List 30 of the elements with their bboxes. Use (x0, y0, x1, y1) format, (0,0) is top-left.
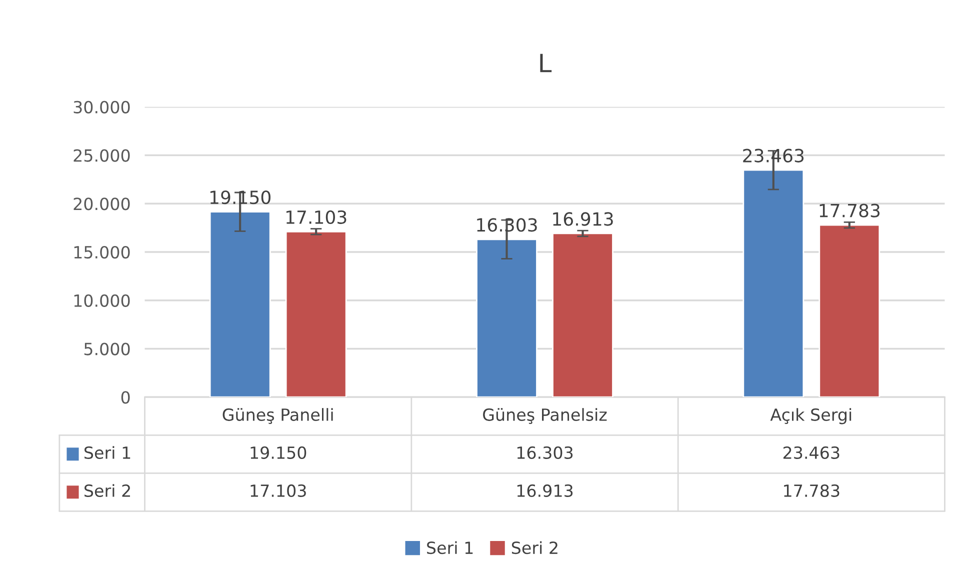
chart-title: L (540, 54, 552, 72)
bar (476, 238, 538, 398)
data-label: 17.783 (784, 484, 840, 498)
y-tick-label: 30.000 (74, 100, 130, 114)
legend-label: Seri 1 (84, 446, 130, 459)
x-tick-label: Güneş Panelli (222, 408, 333, 424)
y-tick-label: 5.000 (84, 342, 130, 356)
data-label: 19.150 (250, 446, 306, 459)
text: Seri 2 (84, 484, 130, 498)
data-label: 16.303 (517, 446, 573, 459)
bar (285, 230, 347, 398)
bar (818, 224, 880, 398)
text: 17.783 (820, 204, 880, 218)
x-tick-label: Açık Sergi (770, 408, 852, 424)
y-tick-label: 10.000 (74, 294, 130, 307)
data-label: 17.103 (250, 484, 306, 498)
bar (209, 211, 271, 398)
text: 17.103 (286, 210, 346, 224)
data-label: 23.463 (783, 446, 840, 459)
text: Seri 1 (427, 541, 473, 554)
legend-label: Seri 2 (512, 541, 558, 554)
bar (742, 169, 804, 398)
y-tick-label: 25.000 (74, 149, 130, 162)
y-tick-label: 15.000 (74, 246, 130, 259)
y-tick-label: 20.000 (74, 198, 130, 210)
x-tick-label: Güneş Panelsiz (483, 408, 607, 424)
bar (552, 232, 614, 398)
data-label: 16.913 (517, 484, 573, 498)
text: 16.913 (553, 212, 613, 226)
y-tick-label: 0 (121, 391, 130, 404)
